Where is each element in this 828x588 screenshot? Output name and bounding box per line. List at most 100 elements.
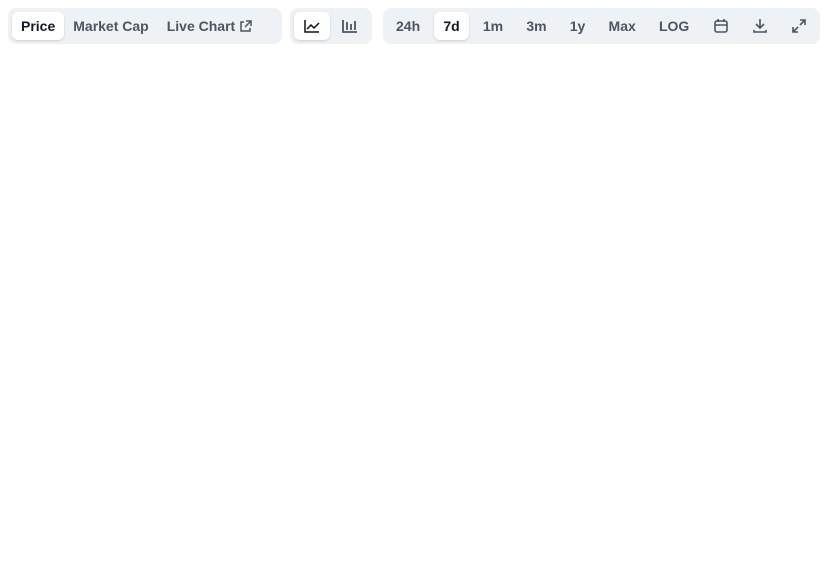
volume-bar: [705, 507, 715, 552]
x-tick-label: 4. Jan: [354, 560, 387, 574]
volume-bar: [470, 505, 480, 552]
y-tick-label: $0.0₄24: [772, 163, 814, 177]
volume-bar: [653, 514, 663, 552]
volume-bar: [731, 511, 741, 552]
volume-bar: [418, 491, 428, 552]
volume-bar: [130, 521, 141, 552]
x-tick-label: 1. Jan: [41, 560, 74, 574]
volume-bar: [535, 516, 545, 552]
x-tick-label: 3. Jan: [250, 560, 283, 574]
watermark: CoinGecko: [649, 426, 748, 450]
volume-bar: [522, 514, 532, 552]
volume-bar: [300, 513, 310, 552]
download-button[interactable]: [743, 12, 777, 40]
icon: [752, 19, 767, 33]
y-tick-label: $0.0₄22: [772, 306, 814, 320]
volume-bar: [326, 509, 336, 552]
range-button[interactable]: 1y: [569, 18, 586, 34]
volume-bar: [626, 518, 637, 552]
y-tick-label: $0.0₄2: [772, 449, 807, 463]
volume-bar: [235, 513, 245, 552]
candle-style-button[interactable]: [332, 12, 368, 40]
price-area: [18, 135, 749, 455]
range-button[interactable]: Max: [608, 18, 636, 34]
volume-bar: [274, 508, 284, 552]
volume-bar: [352, 502, 362, 552]
volume-bar: [26, 514, 36, 552]
volume-bar: [170, 523, 180, 552]
x-tick-label: 5. Jan: [459, 560, 492, 574]
volume-bar: [117, 520, 127, 552]
volume-bar: [391, 491, 402, 552]
volume-bar: [378, 495, 389, 552]
calendar-button[interactable]: [704, 12, 738, 40]
line-icon: [304, 20, 320, 33]
volume-bar: [52, 516, 62, 552]
volume-bar: [157, 523, 167, 552]
volume-bar: [143, 522, 154, 552]
external-icon: [240, 19, 252, 32]
volume-bar: [183, 521, 193, 552]
volume-bar: [692, 505, 702, 552]
range-switch: 24h 7d 1m 3m 1y Max LOG: [383, 8, 820, 44]
range-button[interactable]: 1m: [482, 18, 504, 34]
volume-bar: [431, 495, 441, 552]
range-button[interactable]: 24h: [396, 18, 421, 34]
x-tick-label: 6. Jan: [563, 560, 596, 574]
volume-bar: [548, 516, 558, 552]
range-button[interactable]: 7d: [434, 12, 469, 40]
volume-bar: [78, 516, 88, 552]
volume-bar: [666, 511, 676, 552]
y-tick-label: $0.0₄21: [772, 377, 814, 391]
volume-bar: [65, 515, 75, 552]
x-tick-label: 7. Jan: [667, 560, 700, 574]
y-tick-label: $0.0₄23: [772, 234, 814, 248]
volume-bar: [496, 511, 506, 552]
line-style-button[interactable]: [294, 12, 330, 40]
volume-bar: [509, 513, 519, 552]
view-label: Live Chart: [166, 18, 236, 34]
volume-bar: [209, 518, 219, 552]
volume-bar: [574, 516, 584, 552]
range-button[interactable]: 3m: [526, 18, 547, 34]
icon: [792, 19, 806, 33]
icon: [713, 19, 728, 33]
chart-style: [290, 8, 372, 44]
volume-bar: [39, 515, 49, 552]
price-line: [17, 134, 750, 401]
volume-bar: [744, 510, 754, 552]
view-button[interactable]: Market Cap: [73, 18, 149, 34]
volume-bar: [679, 507, 689, 552]
x-tick-label: 2. Jan: [145, 560, 178, 574]
volume-bar: [457, 502, 467, 552]
volume-bar: [339, 505, 349, 552]
volume-bar: [261, 507, 271, 552]
volume-bar: [248, 509, 258, 552]
range-button[interactable]: LOG: [658, 18, 690, 34]
fullscreen-button[interactable]: [782, 12, 816, 40]
view-button[interactable]: Live Chart: [158, 12, 261, 40]
volume-bar: [600, 516, 610, 552]
volume-bar: [561, 515, 571, 552]
candle-icon: [342, 20, 357, 33]
volume-bar: [104, 518, 114, 552]
view-button[interactable]: Price: [12, 12, 65, 40]
watermark-logo: [649, 426, 673, 450]
view-switch: Price Market Cap Live Chart: [8, 8, 282, 44]
volume-bar: [196, 520, 206, 552]
volume-bar: [313, 512, 323, 552]
watermark-text: CoinGecko: [679, 431, 748, 446]
volume-bar: [640, 516, 650, 552]
volume-bar: [587, 517, 597, 552]
volume-bar: [483, 509, 493, 552]
volume-bar: [444, 498, 454, 552]
volume-bar: [222, 516, 232, 552]
volume-bar: [613, 518, 624, 552]
volume-bar: [13, 513, 23, 552]
volume-bar: [405, 490, 415, 552]
volume-bar: [365, 498, 376, 552]
volume-bar: [718, 509, 728, 552]
volume-bar: [287, 511, 297, 552]
